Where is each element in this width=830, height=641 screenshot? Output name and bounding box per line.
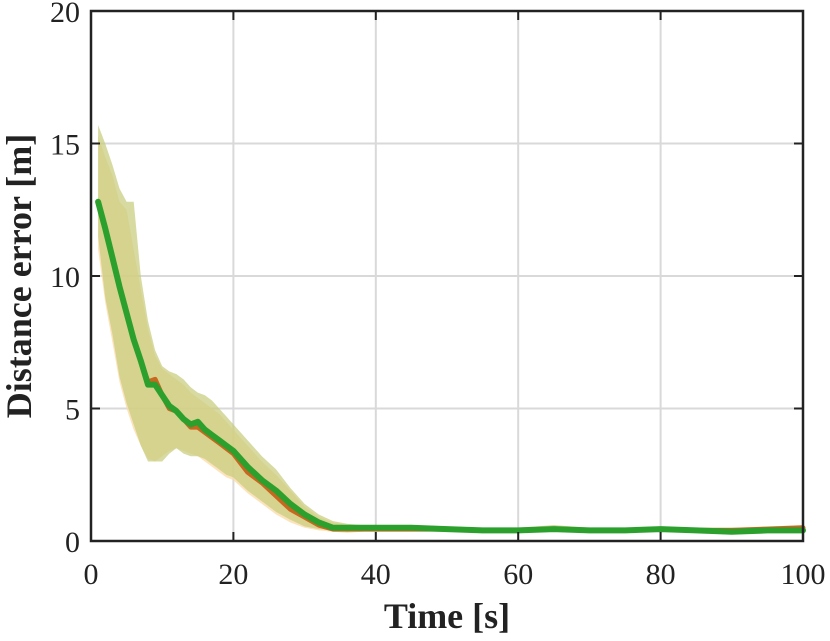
series-lines [95,198,806,535]
y-tick-label: 20 [50,0,80,29]
x-axis-title: Time [s] [384,596,510,636]
y-tick-label: 5 [65,394,80,427]
confidence-bands [98,125,804,533]
x-tick-label: 80 [646,558,676,591]
x-tick-label: 0 [84,558,99,591]
x-tick-label: 20 [218,558,248,591]
confidence-band-1 [98,135,804,533]
series-line-1 [95,199,806,533]
axis-ticks: 0 20 40 60 80 100 0 5 10 15 20 [50,0,826,591]
x-tick-label: 60 [503,558,533,591]
series-line-2 [95,198,806,535]
y-tick-label: 10 [50,261,80,294]
confidence-band-2 [98,125,804,533]
grid [91,11,803,541]
y-tick-label: 15 [50,129,80,162]
x-tick-label: 40 [361,558,391,591]
y-tick-label: 0 [65,526,80,559]
x-tick-label: 100 [781,558,826,591]
y-axis-title: Distance error [m] [0,134,39,419]
